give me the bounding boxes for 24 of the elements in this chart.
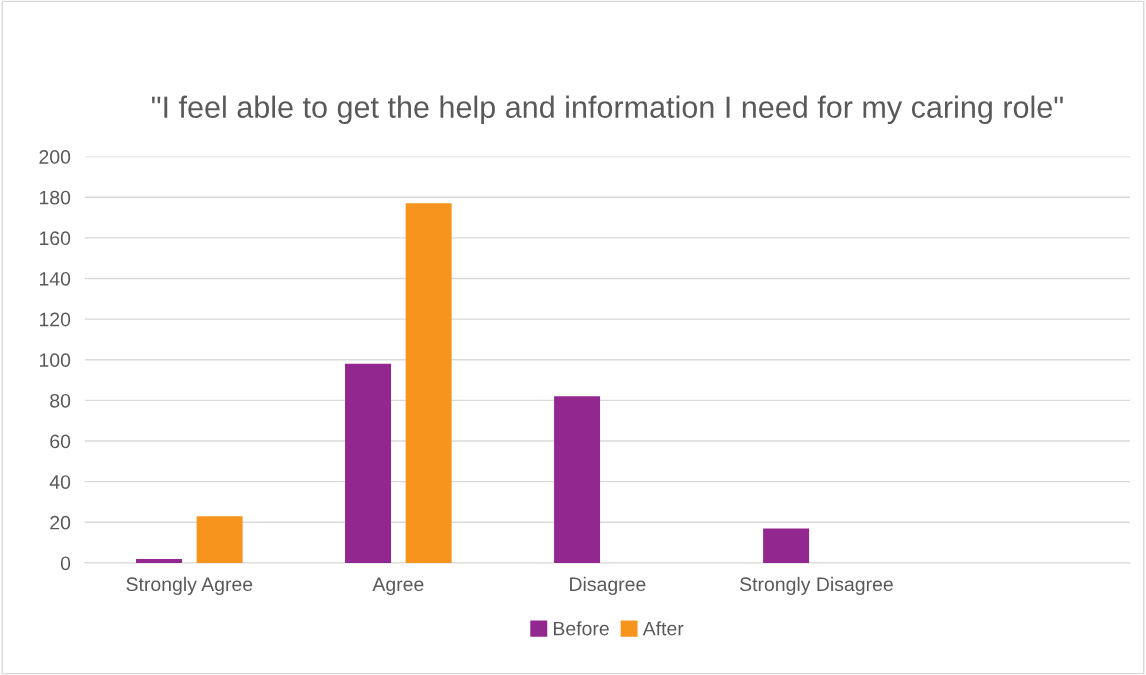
chart-title: "I feel able to get the help and information I need for my caring role" — [152, 95, 1063, 125]
bar — [136, 558, 182, 563]
legend-label: Before — [553, 621, 609, 636]
y-tick-label: 20 — [50, 515, 71, 530]
y-tick-label: 140 — [39, 271, 71, 286]
bar — [345, 363, 392, 563]
x-tick-label: Agree — [372, 577, 424, 595]
y-tick-label: 120 — [39, 312, 71, 327]
y-tick-label: 40 — [49, 475, 71, 489]
bar — [405, 203, 452, 563]
x-tick-label: Disagree — [570, 576, 646, 595]
y-tick-label: 80 — [50, 393, 71, 408]
bar — [763, 528, 810, 563]
bar — [554, 396, 601, 563]
y-tick-label: 100 — [39, 353, 71, 368]
legend-label: After — [642, 621, 684, 636]
y-tick-label: 160 — [39, 231, 71, 246]
y-tick-label: 180 — [39, 190, 71, 205]
bar — [196, 516, 243, 563]
x-tick-label: Strongly Disagree — [740, 576, 893, 595]
y-tick-label: 200 — [39, 150, 71, 164]
y-tick-label: 0 — [60, 556, 71, 571]
x-tick-label: Strongly Agree — [126, 576, 253, 595]
y-tick-label: 60 — [50, 434, 71, 449]
